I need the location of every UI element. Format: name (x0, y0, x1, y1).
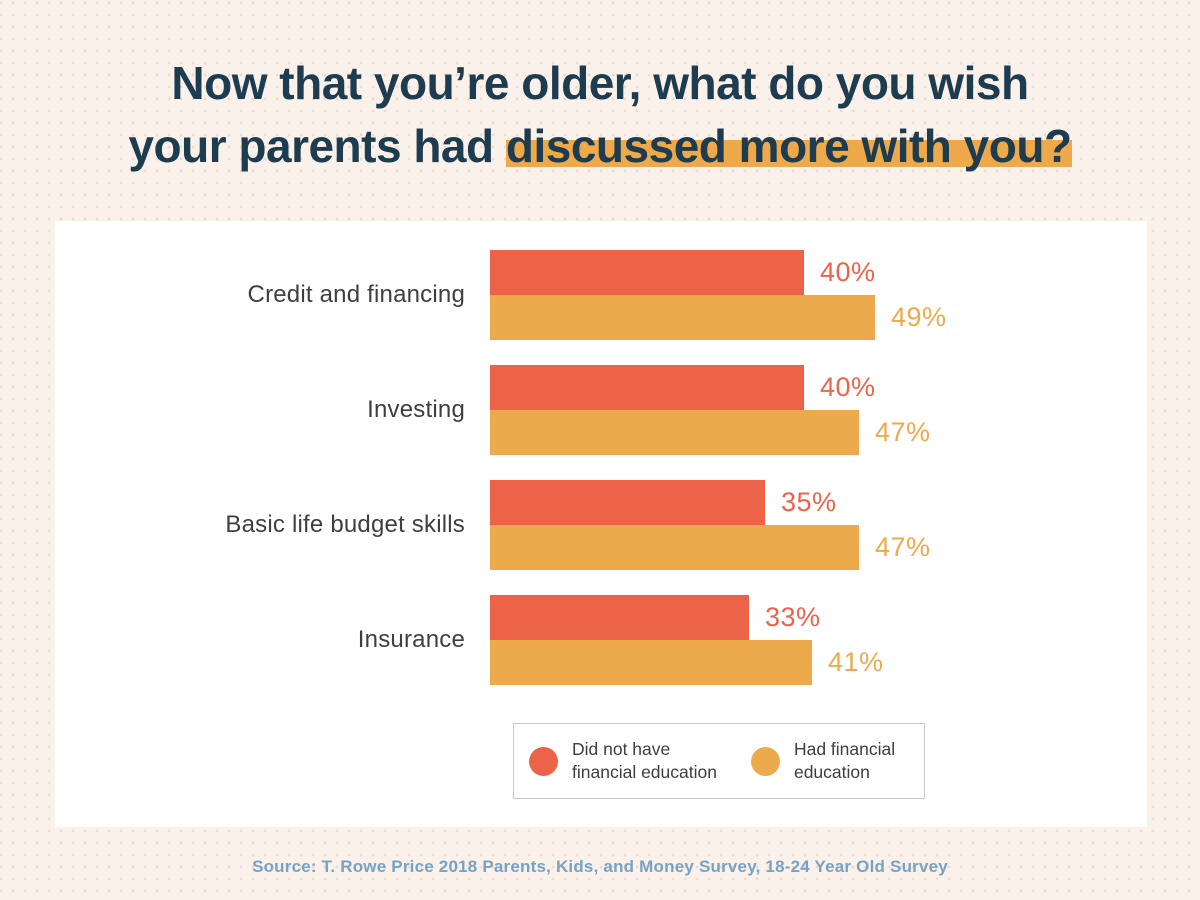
title-highlight: discussed more with you? (505, 120, 1072, 173)
legend-dot-icon (529, 746, 558, 776)
chart-card: Credit and financing 40% 49% Investing 40% 47… (55, 221, 1147, 827)
bar-value-label: 41% (828, 647, 884, 677)
bar-pair: 40% 49% (490, 250, 947, 340)
bar-value-label: 35% (781, 487, 837, 517)
bar-segment (490, 365, 804, 410)
bar-value-label: 40% (820, 257, 876, 287)
bar-segment (490, 525, 859, 570)
bar-line: 49% (490, 295, 947, 340)
source-text: Source: T. Rowe Price 2018 Parents, Kids… (252, 857, 948, 876)
bar-pair: 40% 47% (490, 365, 931, 455)
bar-segment (490, 595, 749, 640)
chart-row: Basic life budget skills 35% 47% (55, 480, 1147, 570)
chart-row: Credit and financing 40% 49% (55, 250, 1147, 340)
legend-item: Had financial education (750, 738, 895, 784)
bar-value-label: 47% (875, 532, 931, 562)
legend-dot-icon (750, 746, 780, 776)
bar-line: 40% (490, 365, 931, 410)
bar-chart: Credit and financing 40% 49% Investing 40% 47… (55, 250, 1147, 710)
bar-line: 40% (490, 250, 947, 295)
chart-title: Now that you’re older, what do you wish … (0, 52, 1200, 179)
legend-box: Did not have financial education Had finan… (513, 723, 925, 799)
category-label: Insurance (357, 626, 465, 653)
category-label: Investing (367, 396, 465, 423)
legend-label: Had financial education (794, 738, 895, 784)
category-label: Basic life budget skills (225, 511, 465, 538)
bar-segment (490, 480, 765, 525)
bar-pair: 35% 47% (490, 480, 931, 570)
chart-row: Insurance 33% 41% (55, 595, 1147, 685)
legend-item: Did not have financial education (529, 738, 717, 784)
bar-value-label: 47% (875, 417, 931, 447)
legend-label-line-1: Did not have (572, 738, 671, 759)
legend-label-line-2: financial education (572, 762, 717, 782)
chart-row: Investing 40% 47% (55, 365, 1147, 455)
title-line-1: Now that you’re older, what do you wish (171, 57, 1029, 109)
bar-line: 33% (490, 595, 884, 640)
bar-value-label: 49% (891, 302, 947, 332)
bar-value-label: 40% (820, 372, 876, 402)
bar-line: 47% (490, 525, 931, 570)
legend-label-line-2: education (793, 762, 870, 782)
title-line-2: your parents had discussed more with you… (0, 115, 1200, 178)
bar-segment (490, 640, 812, 685)
bar-value-label: 33% (765, 602, 821, 632)
legend-label: Did not have financial education (572, 738, 717, 784)
bar-pair: 33% 41% (490, 595, 884, 685)
bar-segment (490, 410, 859, 455)
title-line-2-plain: your parents had (128, 120, 506, 173)
bar-segment (490, 250, 804, 295)
legend-label-line-1: Had financial (793, 738, 896, 759)
category-label: Credit and financing (247, 281, 465, 308)
bar-segment (490, 295, 875, 340)
bar-line: 35% (490, 480, 931, 525)
bar-line: 41% (490, 640, 884, 685)
bar-line: 47% (490, 410, 931, 455)
